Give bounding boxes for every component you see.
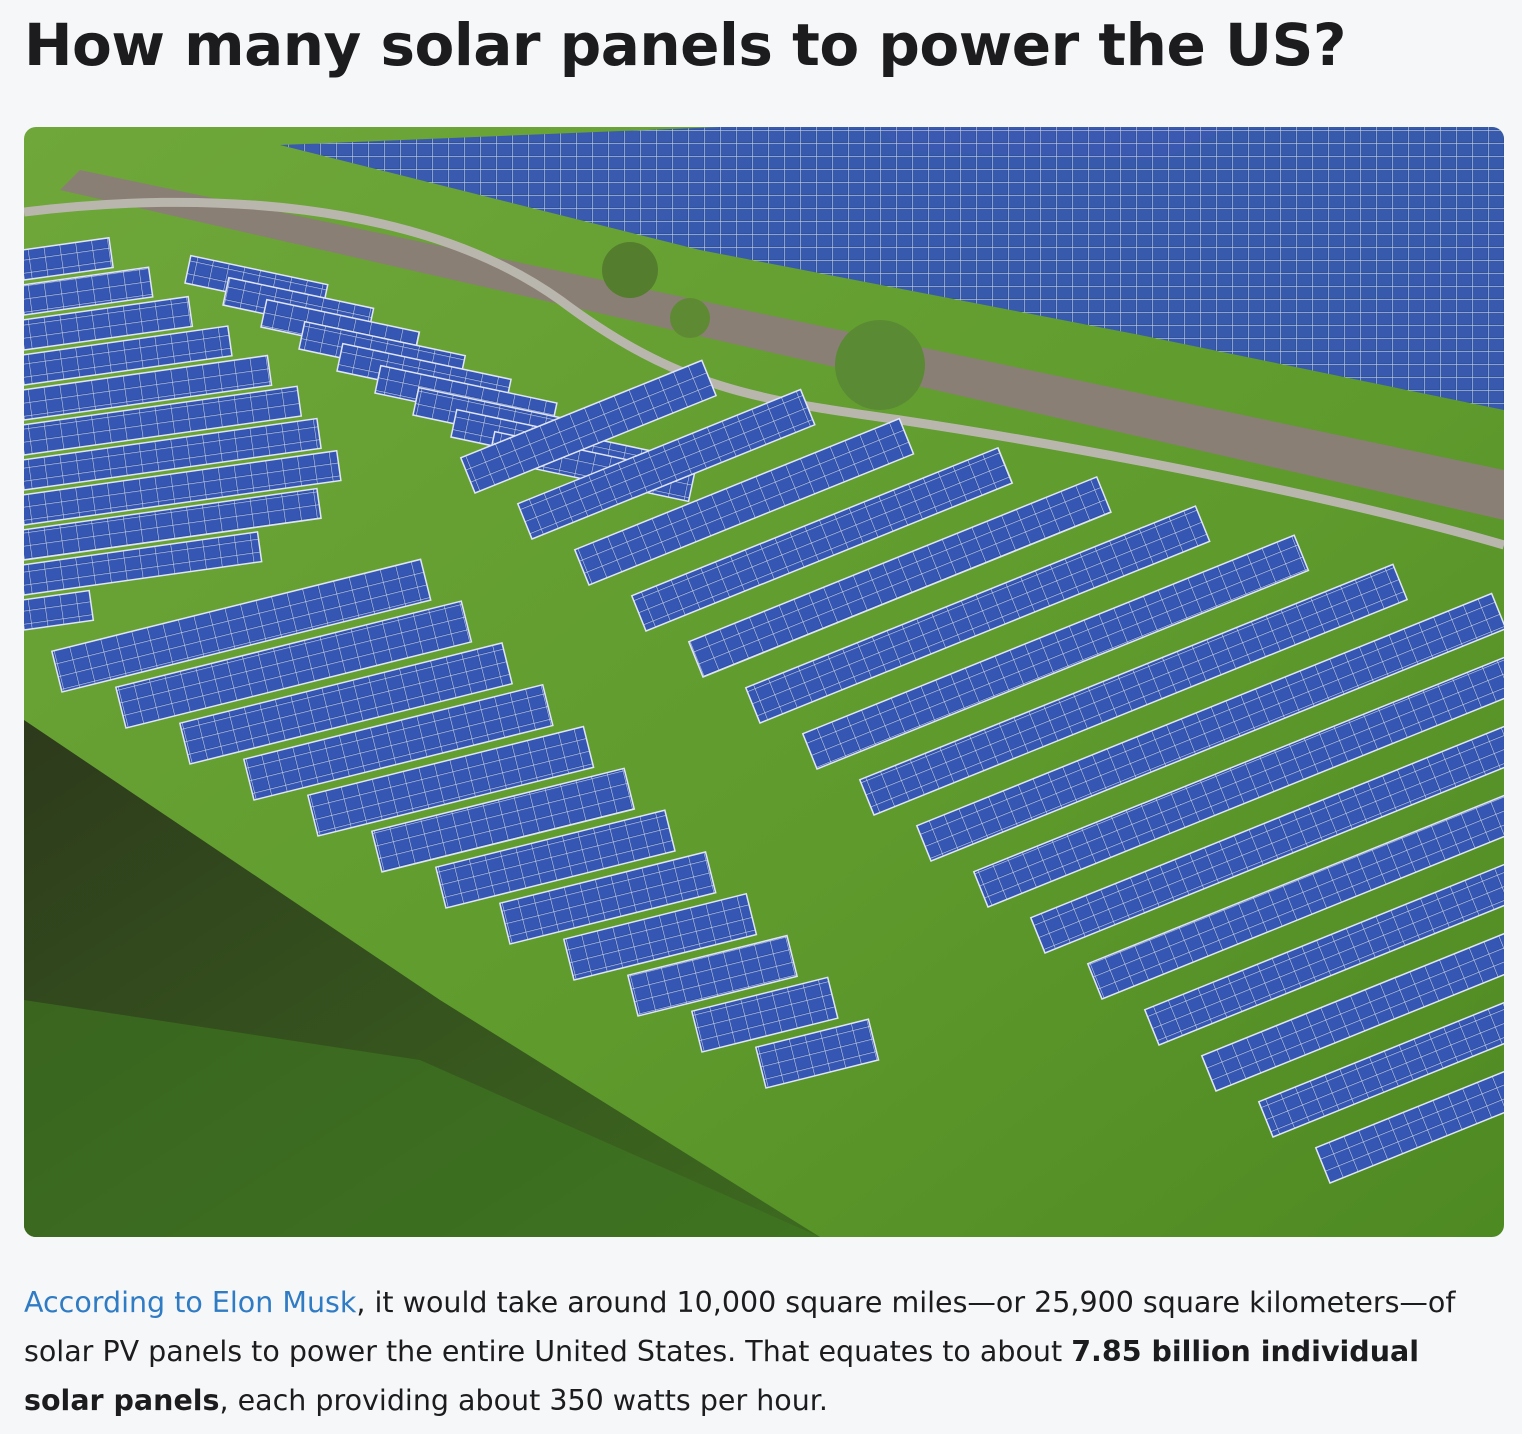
crop-field bbox=[24, 1000, 820, 1237]
tree bbox=[602, 242, 658, 298]
panel-row bbox=[24, 295, 194, 351]
panel-row bbox=[972, 621, 1504, 908]
panel-row bbox=[690, 976, 839, 1053]
panel-row bbox=[1200, 738, 1504, 1092]
panel-row bbox=[516, 388, 816, 540]
panel-row bbox=[178, 642, 514, 765]
panel-row bbox=[1314, 796, 1504, 1184]
panel-row bbox=[915, 592, 1504, 862]
tree bbox=[835, 320, 925, 410]
panel-row bbox=[498, 851, 717, 945]
panel-row bbox=[459, 359, 718, 494]
body-text: , it would take around 10,000 square mil… bbox=[24, 1286, 1456, 1368]
panel-row bbox=[573, 417, 915, 586]
panel-row bbox=[744, 505, 1211, 724]
panel-row bbox=[306, 725, 595, 837]
body-text: , each providing about 350 watts per hou… bbox=[219, 1384, 828, 1417]
panel-row bbox=[24, 385, 303, 456]
panel-row bbox=[1143, 709, 1504, 1046]
panel-row bbox=[24, 236, 114, 281]
article-paragraph: According to Elon Musk, it would take ar… bbox=[24, 1278, 1502, 1425]
panel-row bbox=[754, 1018, 880, 1089]
panel-row bbox=[24, 487, 322, 561]
road bbox=[24, 197, 1504, 550]
panel-row bbox=[114, 600, 473, 729]
solar-farm-photo bbox=[24, 127, 1504, 1237]
panel-row bbox=[434, 809, 676, 909]
panel-row bbox=[24, 266, 154, 316]
panel-row bbox=[24, 417, 322, 491]
panel-row bbox=[370, 767, 636, 873]
panel-row bbox=[24, 325, 233, 386]
panel-row bbox=[24, 354, 273, 421]
source-link[interactable]: According to Elon Musk bbox=[24, 1286, 357, 1319]
panel-row bbox=[24, 449, 342, 526]
panel-row bbox=[50, 558, 432, 693]
panel-row bbox=[1086, 679, 1504, 1000]
panel-row bbox=[242, 683, 554, 801]
article-title: How many solar panels to power the US? bbox=[24, 11, 1347, 79]
panel-row bbox=[626, 934, 799, 1017]
solar-block bbox=[280, 127, 1504, 410]
bold-text: 7.85 billion individual solar panels bbox=[24, 1335, 1419, 1417]
panel-row bbox=[801, 534, 1310, 770]
panel-row bbox=[24, 589, 95, 631]
panel-row bbox=[1029, 650, 1504, 954]
panel-row bbox=[562, 892, 758, 981]
panel-row bbox=[1257, 767, 1504, 1138]
railway bbox=[60, 170, 1504, 520]
photo-scene bbox=[24, 127, 1504, 1237]
tree bbox=[670, 298, 710, 338]
panel-row bbox=[687, 475, 1112, 678]
panel-row bbox=[858, 563, 1409, 816]
panel-row bbox=[24, 531, 263, 596]
panel-row bbox=[630, 446, 1014, 632]
